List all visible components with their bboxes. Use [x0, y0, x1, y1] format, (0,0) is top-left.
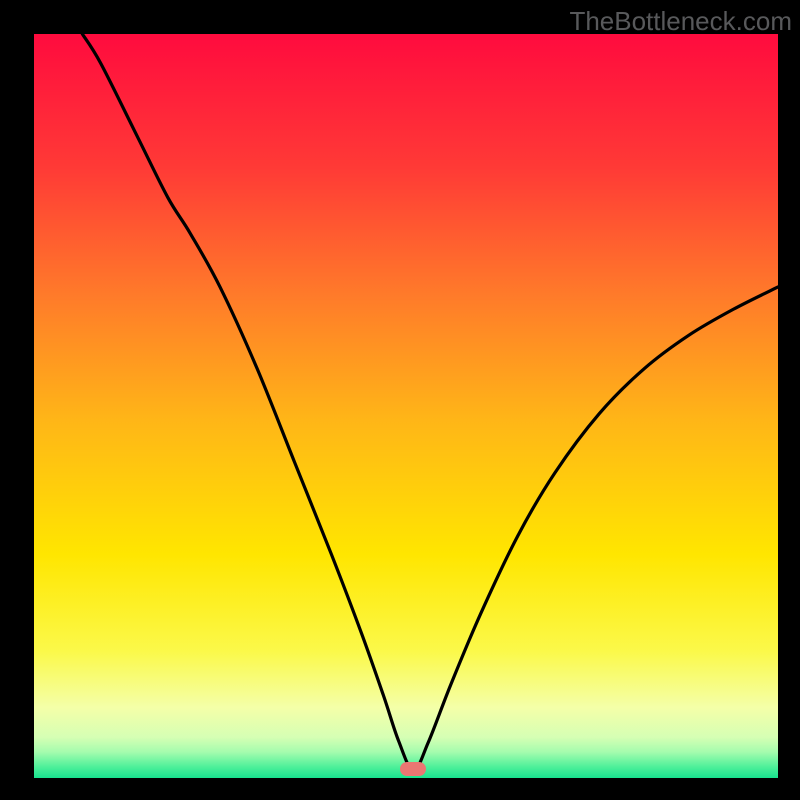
minimum-marker — [400, 762, 426, 776]
bottleneck-curve — [82, 34, 778, 771]
chart-stage: TheBottleneck.com — [0, 0, 800, 800]
watermark-text: TheBottleneck.com — [569, 6, 792, 37]
curve-layer — [34, 34, 778, 778]
plot-area — [34, 34, 778, 778]
